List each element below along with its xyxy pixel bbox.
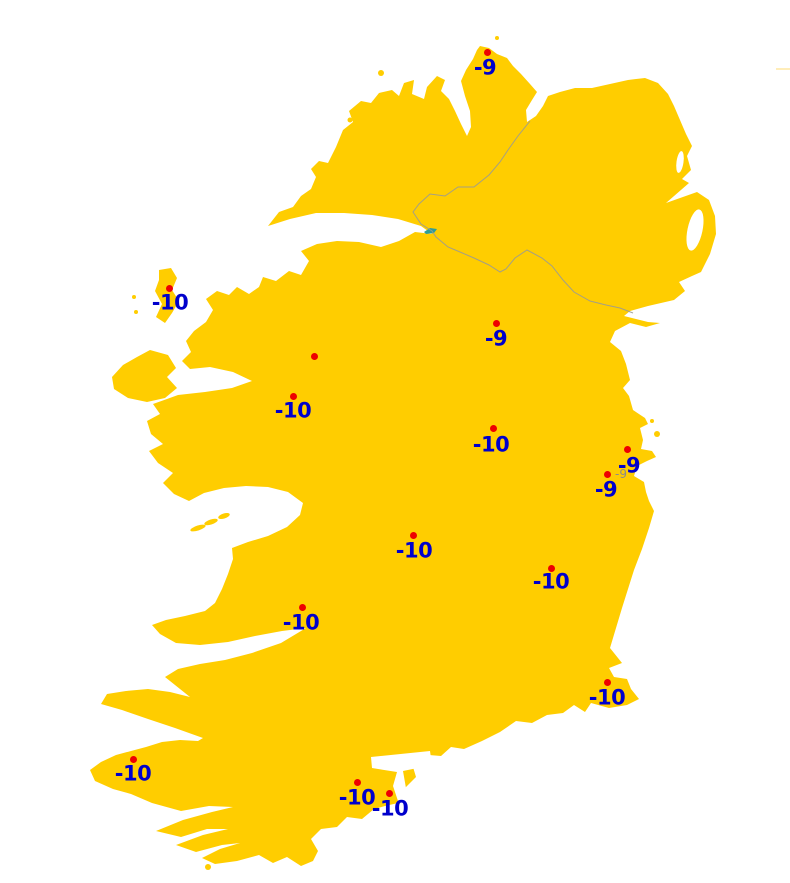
- station-dot[interactable]: [289, 392, 297, 400]
- edge-artifact: [776, 68, 790, 70]
- temperature-label: -10: [282, 610, 320, 635]
- temperature-label: -9: [617, 453, 641, 478]
- temperature-label: -10: [151, 290, 189, 315]
- larne-lough: [676, 151, 684, 173]
- lough-erne-lake: [424, 228, 437, 234]
- sea-inlets: [371, 151, 704, 801]
- strangford-lough: [686, 209, 704, 251]
- cork-harbour: [371, 751, 432, 801]
- station-dot[interactable]: [483, 48, 491, 56]
- temperature-label: -10: [114, 761, 152, 786]
- northern-ireland-border: [412, 120, 634, 314]
- temperature-label: -10: [371, 796, 409, 821]
- station-dot[interactable]: [129, 755, 137, 763]
- station-dot[interactable]: [165, 284, 173, 292]
- station-dot[interactable]: [298, 603, 306, 611]
- temperature-label: -9: [473, 55, 497, 80]
- temperature-label: -10: [472, 432, 510, 457]
- station-dot[interactable]: [547, 564, 555, 572]
- station-dot[interactable]: [603, 470, 611, 478]
- temperature-label: -10: [532, 569, 570, 594]
- temperature-label: -9: [594, 477, 618, 502]
- temperature-label: -10: [395, 538, 433, 563]
- station-dot[interactable]: [603, 678, 611, 686]
- station-dot[interactable]: [623, 445, 631, 453]
- small-islands: [132, 36, 660, 870]
- station-dot[interactable]: [489, 424, 497, 432]
- mullet-peninsula: [155, 268, 179, 323]
- temperature-label: -9: [484, 326, 508, 351]
- station-dot[interactable]: [492, 319, 500, 327]
- aran-islands: [190, 512, 230, 532]
- temperature-label: -10: [588, 685, 626, 710]
- station-dot[interactable]: [409, 531, 417, 539]
- temperature-label: -10: [274, 398, 312, 423]
- ireland-landmass: [90, 46, 716, 866]
- achill-island: [112, 350, 177, 402]
- station-dot[interactable]: [353, 778, 361, 786]
- station-dot[interactable]: [385, 789, 393, 797]
- temperature-label-secondary: -9: [615, 467, 627, 481]
- temperature-label: -10: [338, 785, 376, 810]
- station-dot[interactable]: [310, 352, 318, 360]
